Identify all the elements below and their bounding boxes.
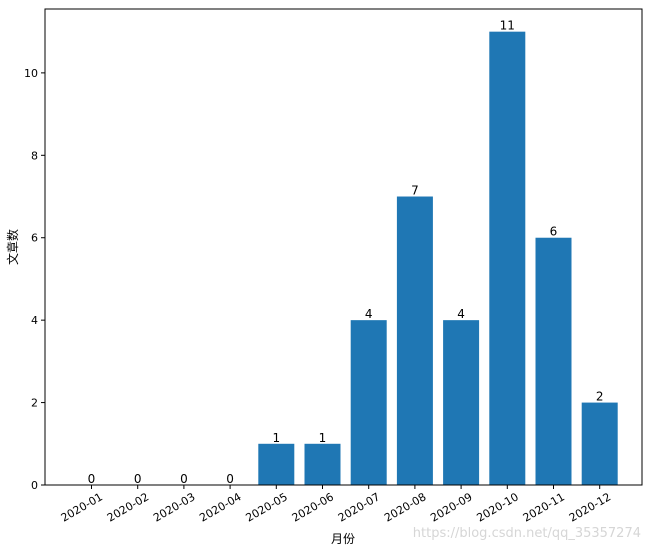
data-label-2020-01: 0 xyxy=(88,472,96,486)
x-tick-label: 2020-06 xyxy=(290,490,336,524)
data-label-2020-11: 6 xyxy=(550,225,558,239)
y-axis-title: 文章数 xyxy=(5,229,20,265)
x-tick-label: 2020-03 xyxy=(151,490,197,524)
x-tick-label: 2020-04 xyxy=(197,490,243,524)
data-label-2020-02: 0 xyxy=(134,472,142,486)
data-label-2020-07: 4 xyxy=(365,307,373,321)
bar-2020-05 xyxy=(258,443,295,485)
x-tick-label: 2020-11 xyxy=(521,490,567,524)
y-tick-label: 10 xyxy=(24,67,38,80)
x-tick-label: 2020-09 xyxy=(428,490,474,524)
x-tick-label: 2020-02 xyxy=(105,490,151,524)
x-tick-label: 2020-12 xyxy=(567,490,613,524)
data-label-2020-04: 0 xyxy=(226,472,234,486)
plot-frame xyxy=(44,8,643,486)
x-tick-label: 2020-10 xyxy=(474,490,520,524)
y-tick-label: 6 xyxy=(31,232,38,245)
x-tick-label: 2020-05 xyxy=(243,490,289,524)
x-tick-label: 2020-01 xyxy=(59,490,105,524)
y-tick-label: 4 xyxy=(31,314,38,327)
data-label-2020-12: 2 xyxy=(596,390,604,404)
x-tick-label: 2020-07 xyxy=(336,490,382,524)
bar-2020-11 xyxy=(535,237,572,485)
bar-2020-08 xyxy=(396,196,433,486)
bar-2020-09 xyxy=(443,320,480,485)
data-label-2020-03: 0 xyxy=(180,472,188,486)
bar-2020-10 xyxy=(489,31,526,486)
x-axis-title: 月份 xyxy=(331,532,355,546)
data-label-2020-09: 4 xyxy=(457,307,465,321)
watermark-text: https://blog.csdn.net/qq_35357274 xyxy=(413,526,641,541)
y-tick-label: 8 xyxy=(31,149,38,162)
data-label-2020-06: 1 xyxy=(319,431,327,445)
y-tick-label: 0 xyxy=(31,479,38,492)
x-axis-ticks: 2020-01 2020-02 2020-03 2020-04 2020-05 2020-… xyxy=(59,485,613,525)
y-tick-label: 2 xyxy=(31,397,38,410)
bar-2020-12 xyxy=(581,402,618,485)
data-label-2020-05: 1 xyxy=(272,431,280,445)
y-axis-ticks: 0 2 4 6 8 10 xyxy=(24,67,45,492)
bars-group xyxy=(258,31,618,486)
bar-2020-07 xyxy=(350,320,387,485)
data-label-2020-08: 7 xyxy=(411,184,419,198)
data-label-2020-10: 11 xyxy=(500,19,515,33)
x-tick-label: 2020-08 xyxy=(382,490,428,524)
bar-2020-06 xyxy=(304,443,341,485)
